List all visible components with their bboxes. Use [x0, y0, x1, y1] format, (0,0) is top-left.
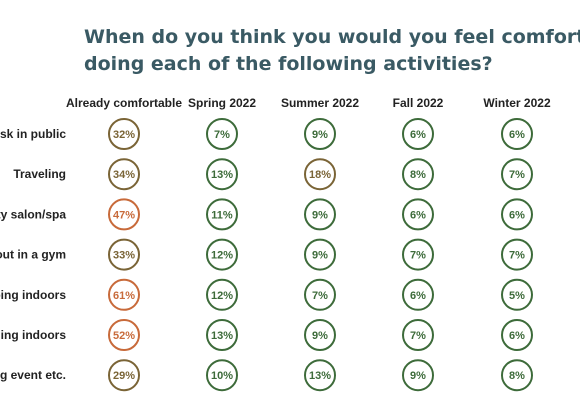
- value-label: 6%: [410, 209, 426, 221]
- value-circle: [501, 158, 533, 191]
- value-label: 61%: [113, 290, 135, 302]
- chart-title-line-2: doing each of the following activities?: [84, 53, 493, 75]
- value-circle: [501, 319, 533, 351]
- value-circle: [206, 319, 238, 351]
- value-label: 52%: [113, 330, 135, 342]
- value-label: 7%: [410, 330, 426, 342]
- value-label: 33%: [113, 250, 135, 262]
- value-circle: [108, 238, 140, 271]
- value-label: 6%: [509, 330, 525, 342]
- value-label: 13%: [211, 330, 233, 342]
- value-circle: [304, 359, 336, 392]
- value-label: 5%: [509, 290, 525, 302]
- column-header: Spring 2022: [188, 96, 256, 110]
- value-label: 29%: [113, 370, 135, 382]
- value-label: 47%: [113, 209, 135, 221]
- value-circle: [304, 278, 336, 311]
- row-label: out in a gym: [0, 248, 66, 262]
- value-circle: [206, 238, 238, 271]
- value-circle: [501, 278, 533, 311]
- value-label: 6%: [509, 129, 525, 141]
- value-label: 34%: [113, 169, 135, 181]
- row-label: g event etc.: [0, 368, 66, 382]
- value-circle: [402, 359, 434, 392]
- column-header: Already comfortable: [66, 96, 182, 110]
- value-label: 7%: [312, 290, 328, 302]
- value-label: 18%: [309, 169, 331, 181]
- value-circle: [108, 278, 140, 311]
- row-label: ning indoors: [0, 328, 66, 342]
- column-header: Fall 2022: [393, 96, 444, 110]
- value-circle: [304, 118, 336, 150]
- value-label: 6%: [509, 209, 525, 221]
- value-circle: [501, 198, 533, 231]
- value-circle: [402, 198, 434, 231]
- value-circle: [206, 359, 238, 392]
- value-circle: [402, 118, 434, 150]
- value-label: 7%: [410, 250, 426, 262]
- value-label: 9%: [312, 209, 328, 221]
- value-label: 9%: [410, 370, 426, 382]
- value-label: 6%: [410, 290, 426, 302]
- value-circle: [206, 118, 238, 150]
- row-label: Traveling: [13, 167, 66, 181]
- value-label: 12%: [211, 250, 233, 262]
- value-circle: [108, 319, 140, 351]
- value-circle: [108, 359, 140, 392]
- value-circle: [108, 118, 140, 150]
- value-circle: [402, 278, 434, 311]
- value-circle: [304, 238, 336, 271]
- value-circle: [304, 158, 336, 191]
- value-label: 13%: [309, 370, 331, 382]
- value-label: 8%: [509, 370, 525, 382]
- value-label: 8%: [410, 169, 426, 181]
- value-label: 7%: [214, 129, 230, 141]
- value-circle: [108, 198, 140, 231]
- value-circle: [304, 198, 336, 231]
- row-label: ping indoors: [0, 288, 66, 302]
- value-label: 10%: [211, 370, 233, 382]
- value-circle: [501, 238, 533, 271]
- value-label: 9%: [312, 250, 328, 262]
- value-label: 32%: [113, 129, 135, 141]
- column-header: Winter 2022: [483, 96, 551, 110]
- value-label: 13%: [211, 169, 233, 181]
- value-circle: [206, 198, 238, 231]
- row-label: ty salon/spa: [0, 207, 66, 221]
- chart-title: When do you think you would you feel com…: [84, 24, 580, 78]
- value-label: 12%: [211, 290, 233, 302]
- value-circle: [206, 278, 238, 311]
- value-circle: [304, 319, 336, 351]
- value-circle: [402, 319, 434, 351]
- value-circle: [402, 238, 434, 271]
- column-header: Summer 2022: [281, 96, 359, 110]
- value-circle: [108, 158, 140, 191]
- chart-title-line-1: When do you think you would you feel com…: [84, 26, 580, 48]
- value-circle: [501, 118, 533, 150]
- value-label: 9%: [312, 330, 328, 342]
- row-label: sk in public: [0, 127, 66, 141]
- value-label: 6%: [410, 129, 426, 141]
- value-label: 11%: [211, 209, 233, 221]
- value-label: 7%: [509, 169, 525, 181]
- value-circle: [402, 158, 434, 191]
- value-circle: [206, 158, 238, 191]
- value-label: 9%: [312, 129, 328, 141]
- value-label: 7%: [509, 250, 525, 262]
- value-circle: [501, 359, 533, 392]
